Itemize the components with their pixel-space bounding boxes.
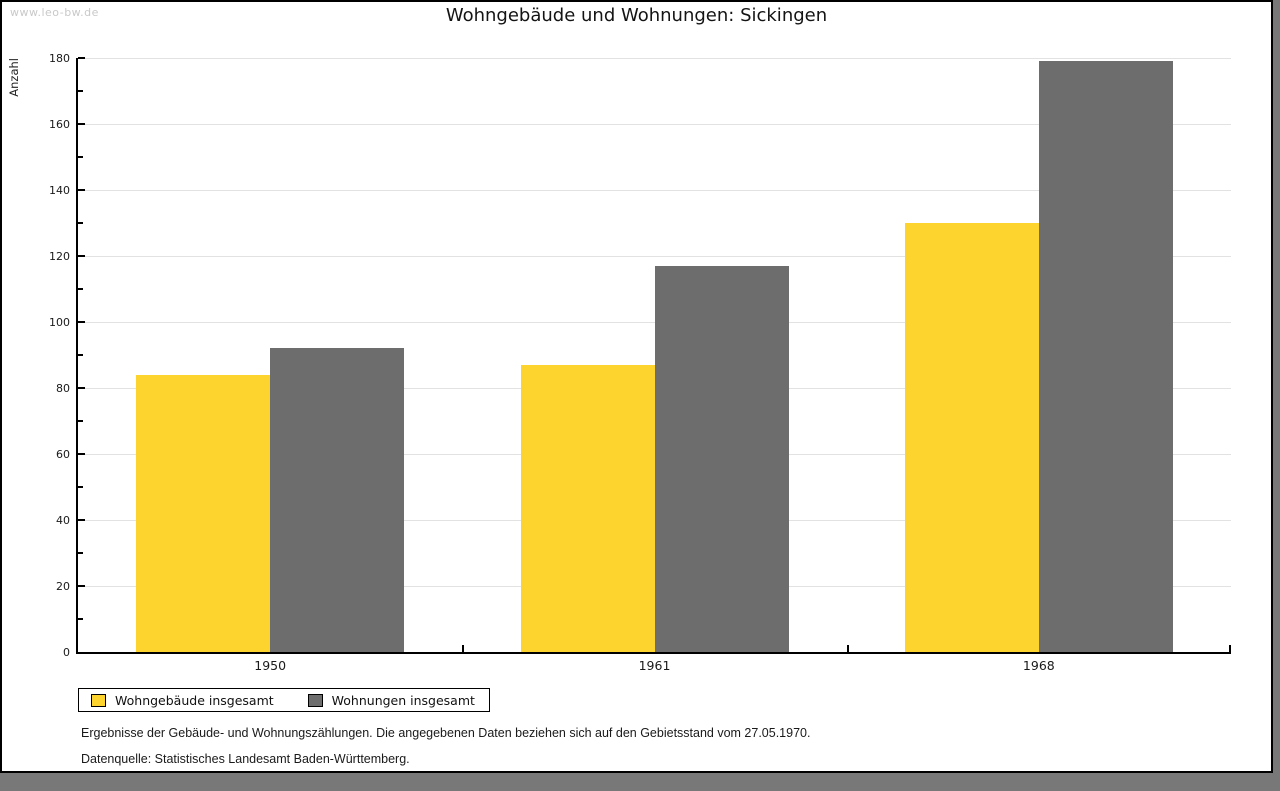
y-tick-label-0: 0 — [63, 646, 70, 659]
y-tick-label-60: 60 — [56, 448, 70, 461]
y-tick-major-160 — [78, 123, 85, 125]
y-tick-minor-50 — [78, 486, 83, 488]
legend-entry-wohngebaeude: Wohngebäude insgesamt — [91, 693, 274, 708]
y-tick-major-120 — [78, 255, 85, 257]
y-tick-minor-150 — [78, 156, 83, 158]
y-tick-major-40 — [78, 519, 85, 521]
watermark-leo-bw: www.leo-bw.de — [10, 6, 99, 19]
y-tick-minor-130 — [78, 222, 83, 224]
y-tick-minor-170 — [78, 90, 83, 92]
x-category-label-1961: 1961 — [638, 658, 671, 673]
x-axis-line — [76, 652, 1231, 654]
y-tick-major-100 — [78, 321, 85, 323]
y-tick-label-160: 160 — [49, 118, 70, 131]
gridline-120 — [78, 256, 1231, 257]
y-tick-label-140: 140 — [49, 184, 70, 197]
bar-1961-wohngebaeude — [520, 364, 655, 652]
bar-1961-wohnungen — [654, 265, 789, 652]
x-category-label-1950: 1950 — [254, 658, 287, 673]
bar-1950-wohnungen — [270, 348, 405, 652]
legend-box: Wohngebäude insgesamt Wohnungen insgesamt — [78, 688, 490, 712]
bar-1950-wohngebaeude — [136, 374, 271, 652]
gridline-160 — [78, 124, 1231, 125]
footnote-gebietsstand: Ergebnisse der Gebäude- und Wohnungszähl… — [81, 726, 811, 740]
chart-title: Wohngebäude und Wohnungen: Sickingen — [445, 5, 828, 26]
chart-page: www.leo-bw.de Wohngebäude und Wohnungen:… — [0, 0, 1273, 773]
y-tick-major-60 — [78, 453, 85, 455]
y-tick-label-180: 180 — [49, 52, 70, 65]
legend-swatch-icon — [307, 693, 323, 707]
y-tick-minor-70 — [78, 420, 83, 422]
bar-1968-wohnungen — [1038, 61, 1173, 652]
legend-label: Wohnungen insgesamt — [331, 692, 475, 708]
y-tick-minor-90 — [78, 354, 83, 356]
y-axis-line — [76, 58, 78, 654]
y-tick-label-40: 40 — [56, 514, 70, 527]
y-tick-minor-10 — [78, 618, 83, 620]
gridline-180 — [78, 58, 1231, 59]
legend-label: Wohngebäude insgesamt — [115, 692, 274, 708]
y-tick-major-80 — [78, 387, 85, 389]
y-tick-label-120: 120 — [49, 250, 70, 263]
bar-1968-wohngebaeude — [904, 223, 1039, 652]
y-tick-major-180 — [78, 57, 85, 59]
y-tick-label-100: 100 — [49, 316, 70, 329]
y-axis-title: Anzahl — [7, 58, 21, 97]
y-tick-label-80: 80 — [56, 382, 70, 395]
y-tick-minor-110 — [78, 288, 83, 290]
gridline-140 — [78, 190, 1231, 191]
legend-entry-wohnungen: Wohnungen insgesamt — [307, 692, 475, 708]
footnote-datenquelle: Datenquelle: Statistisches Landesamt Bad… — [81, 752, 410, 766]
x-axis-tick-0 — [462, 645, 465, 652]
y-tick-major-20 — [78, 585, 85, 587]
x-category-label-1968: 1968 — [1022, 658, 1055, 673]
footnotes: Ergebnisse der Gebäude- und Wohnungszähl… — [81, 726, 811, 771]
plot-area: 0 20 40 60 80 100 120 140 160 180 1950 1961 1968 — [49, 53, 1231, 673]
x-axis-tick-1 — [846, 645, 849, 652]
y-tick-major-140 — [78, 189, 85, 191]
y-tick-minor-30 — [78, 552, 83, 554]
x-axis-tick-2 — [1229, 645, 1231, 652]
y-tick-label-20: 20 — [56, 580, 70, 593]
legend-swatch-icon — [91, 693, 106, 707]
